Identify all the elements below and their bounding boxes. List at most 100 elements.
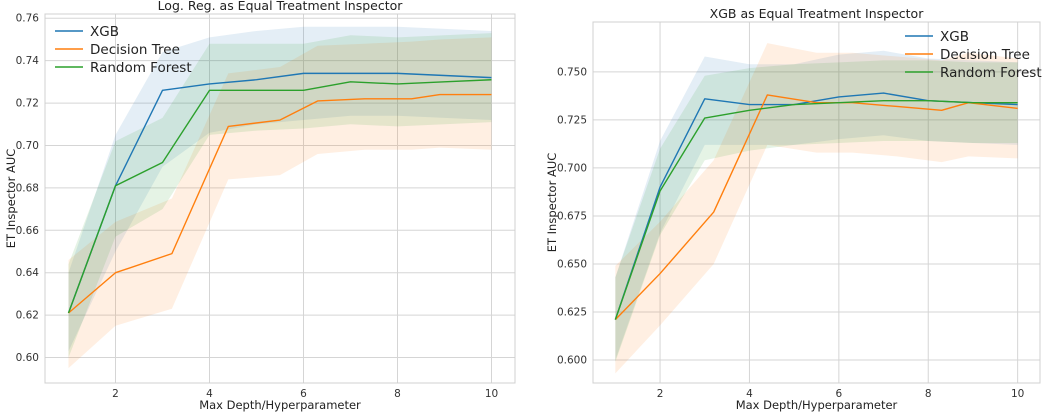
x-tick-label: 6: [300, 388, 307, 400]
data-point-random-forest: [837, 100, 841, 104]
y-tick-label: 0.62: [16, 310, 39, 322]
data-point-random-forest: [613, 317, 617, 321]
data-point-random-forest: [881, 99, 885, 103]
y-tick-label: 0.70: [16, 140, 39, 152]
data-point-random-forest: [1015, 100, 1019, 104]
legend-label-xgb: XGB: [940, 29, 969, 45]
data-point-random-forest: [395, 82, 399, 86]
data-point-decision-tree: [711, 210, 715, 214]
y-tick-label: 0.66: [16, 225, 40, 237]
plot-area-border: [592, 21, 1041, 384]
x-tick-label: 2: [657, 388, 664, 400]
chart-title: XGB as Equal Treatment Inspector: [710, 6, 925, 21]
data-point-decision-tree: [278, 118, 282, 122]
data-point-xgb: [747, 102, 751, 106]
y-tick-label: 0.675: [557, 210, 587, 222]
x-tick-label: 2: [112, 388, 119, 400]
data-point-decision-tree: [170, 251, 174, 255]
data-point-xgb: [207, 82, 211, 86]
y-tick-label: 0.650: [557, 258, 587, 270]
data-point-random-forest: [160, 160, 164, 164]
confidence-band-random-forest: [615, 60, 1018, 362]
x-tick-label: 10: [1011, 388, 1024, 400]
data-point-xgb: [160, 88, 164, 92]
data-point-xgb: [442, 73, 446, 77]
data-point-random-forest: [703, 116, 707, 120]
x-axis-label: Max Depth/Hyperparameter: [199, 398, 361, 412]
data-point-random-forest: [971, 100, 975, 104]
y-tick-label: 0.64: [16, 267, 40, 279]
data-point-xgb: [348, 71, 352, 75]
data-point-decision-tree: [895, 104, 899, 108]
data-point-xgb: [395, 71, 399, 75]
x-tick-label: 8: [925, 388, 932, 400]
data-point-xgb: [703, 97, 707, 101]
data-point-random-forest: [792, 102, 796, 106]
data-point-random-forest: [113, 184, 117, 188]
data-point-random-forest: [747, 108, 751, 112]
data-point-decision-tree: [438, 92, 442, 96]
data-point-random-forest: [489, 78, 493, 82]
x-tick-label: 4: [746, 388, 753, 400]
confidence-band-xgb: [615, 50, 1018, 360]
data-point-xgb: [881, 91, 885, 95]
data-point-decision-tree: [362, 97, 366, 101]
confidence-band-decision-tree: [68, 37, 492, 369]
data-point-decision-tree: [1015, 106, 1019, 110]
data-point-decision-tree: [315, 99, 319, 103]
y-tick-label: 0.625: [557, 306, 587, 318]
chart-panel-2: 2 4 6 8 10 0.600 0.625 0.650 0.675 0.700 0.725 0.75…: [545, 6, 1042, 412]
y-tick-label: 0.600: [557, 354, 587, 366]
y-tick-label: 0.68: [16, 182, 39, 194]
confidence-band-decision-tree: [615, 43, 1018, 374]
legend: XGB Decision Tree Random Forest: [905, 29, 1042, 81]
confidence-band-xgb: [68, 26, 492, 352]
y-axis-label: ET Inspector AUC: [4, 149, 18, 249]
x-tick-label: 4: [206, 388, 213, 400]
x-tick-label: 8: [394, 388, 401, 400]
data-point-xgb: [301, 71, 305, 75]
data-point-decision-tree: [658, 271, 662, 275]
series-line-random-forest: [614, 100, 1018, 320]
series-line-xgb: [67, 72, 492, 314]
x-tick-label: 10: [485, 388, 498, 400]
data-point-decision-tree: [409, 97, 413, 101]
legend-label-random-forest: Random Forest: [90, 60, 192, 76]
data-point-decision-tree: [765, 93, 769, 97]
legend: XGB Decision Tree Random Forest: [55, 24, 192, 76]
data-point-random-forest: [348, 80, 352, 84]
y-tick-label: 0.725: [557, 114, 587, 126]
data-point-xgb: [254, 78, 258, 82]
y-tick-label: 0.72: [16, 98, 39, 110]
data-point-xgb: [837, 95, 841, 99]
data-point-random-forest: [658, 189, 662, 193]
data-point-random-forest: [254, 88, 258, 92]
y-tick-label: 0.60: [16, 352, 39, 364]
y-tick-label: 0.76: [16, 13, 40, 25]
plot-area-border: [44, 13, 516, 384]
data-point-decision-tree: [489, 92, 493, 96]
data-point-random-forest: [442, 80, 446, 84]
y-tick-label: 0.700: [557, 162, 587, 174]
legend-label-random-forest: Random Forest: [940, 65, 1042, 81]
data-point-random-forest: [66, 311, 70, 315]
y-tick-label: 0.750: [557, 66, 587, 78]
series-line-random-forest: [67, 79, 492, 314]
y-tick-label: 0.74: [16, 55, 40, 67]
data-point-decision-tree: [113, 271, 117, 275]
data-point-random-forest: [301, 88, 305, 92]
chart-title: Log. Reg. as Equal Treatment Inspector: [158, 0, 404, 13]
confidence-band-random-forest: [68, 33, 492, 358]
series-line-decision-tree: [68, 93, 492, 314]
legend-label-decision-tree: Decision Tree: [940, 47, 1030, 63]
legend-label-decision-tree: Decision Tree: [90, 42, 180, 58]
chart-panel-1: 2 4 6 8 10 0.60 0.62 0.64 0.66 0.68 0.70 0.72 0.74 0.…: [4, 0, 516, 412]
data-point-random-forest: [926, 99, 930, 103]
legend-label-xgb: XGB: [90, 24, 119, 40]
x-axis-label: Max Depth/Hyperparameter: [736, 398, 898, 412]
x-tick-label: 6: [836, 388, 843, 400]
data-point-decision-tree: [226, 124, 230, 128]
data-point-random-forest: [207, 88, 211, 92]
y-axis-label: ET Inspector AUC: [545, 153, 559, 253]
